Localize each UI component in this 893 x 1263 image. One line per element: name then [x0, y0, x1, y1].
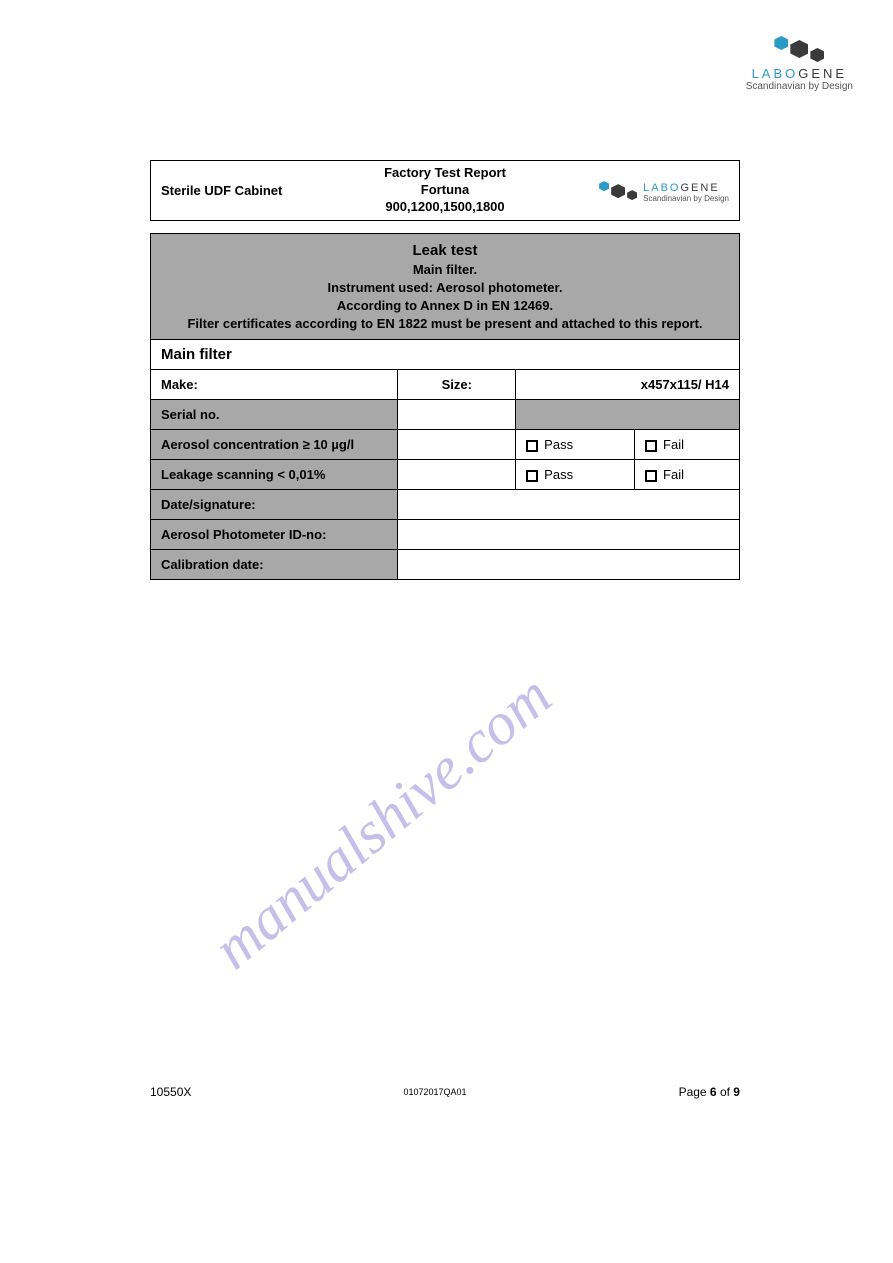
watermark: manualshive.com [200, 661, 565, 983]
brand-tagline: Scandinavian by Design [643, 194, 729, 203]
leakage-value [398, 460, 516, 490]
calibration-label: Calibration date: [151, 550, 398, 580]
checkbox-icon[interactable] [645, 470, 657, 482]
serial-value [398, 400, 516, 430]
report-title: Factory Test Report [350, 165, 539, 182]
fail-cell: Fail [635, 460, 740, 490]
leak-title: Leak test [159, 240, 731, 261]
photometer-id-label: Aerosol Photometer ID-no: [151, 520, 398, 550]
make-label: Make: [151, 370, 398, 400]
brand-text: LABOGENE [643, 182, 729, 194]
table-row: Date/signature: [151, 490, 740, 520]
date-sig-value [398, 490, 740, 520]
leak-test-header: Leak test Main filter. Instrument used: … [150, 233, 740, 340]
hex-icon [810, 48, 824, 62]
hex-icon [790, 40, 808, 58]
brand-right: GENE [798, 66, 847, 81]
table-row: Serial no. [151, 400, 740, 430]
table-row: Aerosol Photometer ID-no: [151, 520, 740, 550]
brand-left: LABO [752, 66, 799, 81]
checkbox-icon[interactable] [526, 470, 538, 482]
pass-cell: Pass [516, 460, 635, 490]
size-label: Size: [398, 370, 516, 400]
leak-line2: Instrument used: Aerosol photometer. [159, 279, 731, 297]
footer-center: 01072017QA01 [403, 1087, 466, 1097]
fail-cell: Fail [635, 430, 740, 460]
report-header-box: Sterile UDF Cabinet Factory Test Report … [150, 160, 740, 221]
logo-hex-group [746, 40, 853, 62]
hex-icon [627, 190, 637, 200]
photometer-id-value [398, 520, 740, 550]
aerosol-value [398, 430, 516, 460]
table-row: Leakage scanning < 0,01% Pass Fail [151, 460, 740, 490]
brand-text: LABOGENE [746, 66, 853, 81]
hex-icon [611, 184, 625, 198]
size-range: 900,1200,1500,1800 [350, 199, 539, 216]
header-left: Sterile UDF Cabinet [161, 183, 350, 198]
hex-icon [599, 181, 609, 191]
leak-line1: Main filter. [159, 261, 731, 279]
calibration-value [398, 550, 740, 580]
table-row: Calibration date: [151, 550, 740, 580]
checkbox-icon[interactable] [526, 440, 538, 452]
table-row: Main filter [151, 340, 740, 370]
header-center: Factory Test Report Fortuna 900,1200,150… [350, 165, 539, 216]
pass-cell: Pass [516, 430, 635, 460]
table-row: Make: Size: x457x115/ H14 [151, 370, 740, 400]
leakage-label: Leakage scanning < 0,01% [151, 460, 398, 490]
brand-tagline: Scandinavian by Design [746, 81, 853, 92]
aerosol-label: Aerosol concentration ≥ 10 µg/l [151, 430, 398, 460]
checkbox-icon[interactable] [645, 440, 657, 452]
serial-extra [516, 400, 740, 430]
footer-page: Page 6 of 9 [679, 1085, 740, 1099]
section-title: Main filter [151, 340, 740, 370]
model-name: Fortuna [350, 182, 539, 199]
top-logo: LABOGENE Scandinavian by Design [746, 40, 853, 92]
content-area: Sterile UDF Cabinet Factory Test Report … [150, 160, 740, 580]
date-sig-label: Date/signature: [151, 490, 398, 520]
hex-icon [774, 36, 788, 50]
serial-label: Serial no. [151, 400, 398, 430]
header-logo: LABOGENE Scandinavian by Design [540, 178, 729, 203]
size-value: x457x115/ H14 [516, 370, 740, 400]
footer-left: 10550X [150, 1085, 191, 1099]
leak-line3: According to Annex D in EN 12469. [159, 297, 731, 315]
leak-line4: Filter certificates according to EN 1822… [159, 315, 731, 333]
page-footer: 10550X 01072017QA01 Page 6 of 9 [150, 1085, 740, 1099]
main-filter-table: Main filter Make: Size: x457x115/ H14 Se… [150, 339, 740, 580]
table-row: Aerosol concentration ≥ 10 µg/l Pass Fai… [151, 430, 740, 460]
